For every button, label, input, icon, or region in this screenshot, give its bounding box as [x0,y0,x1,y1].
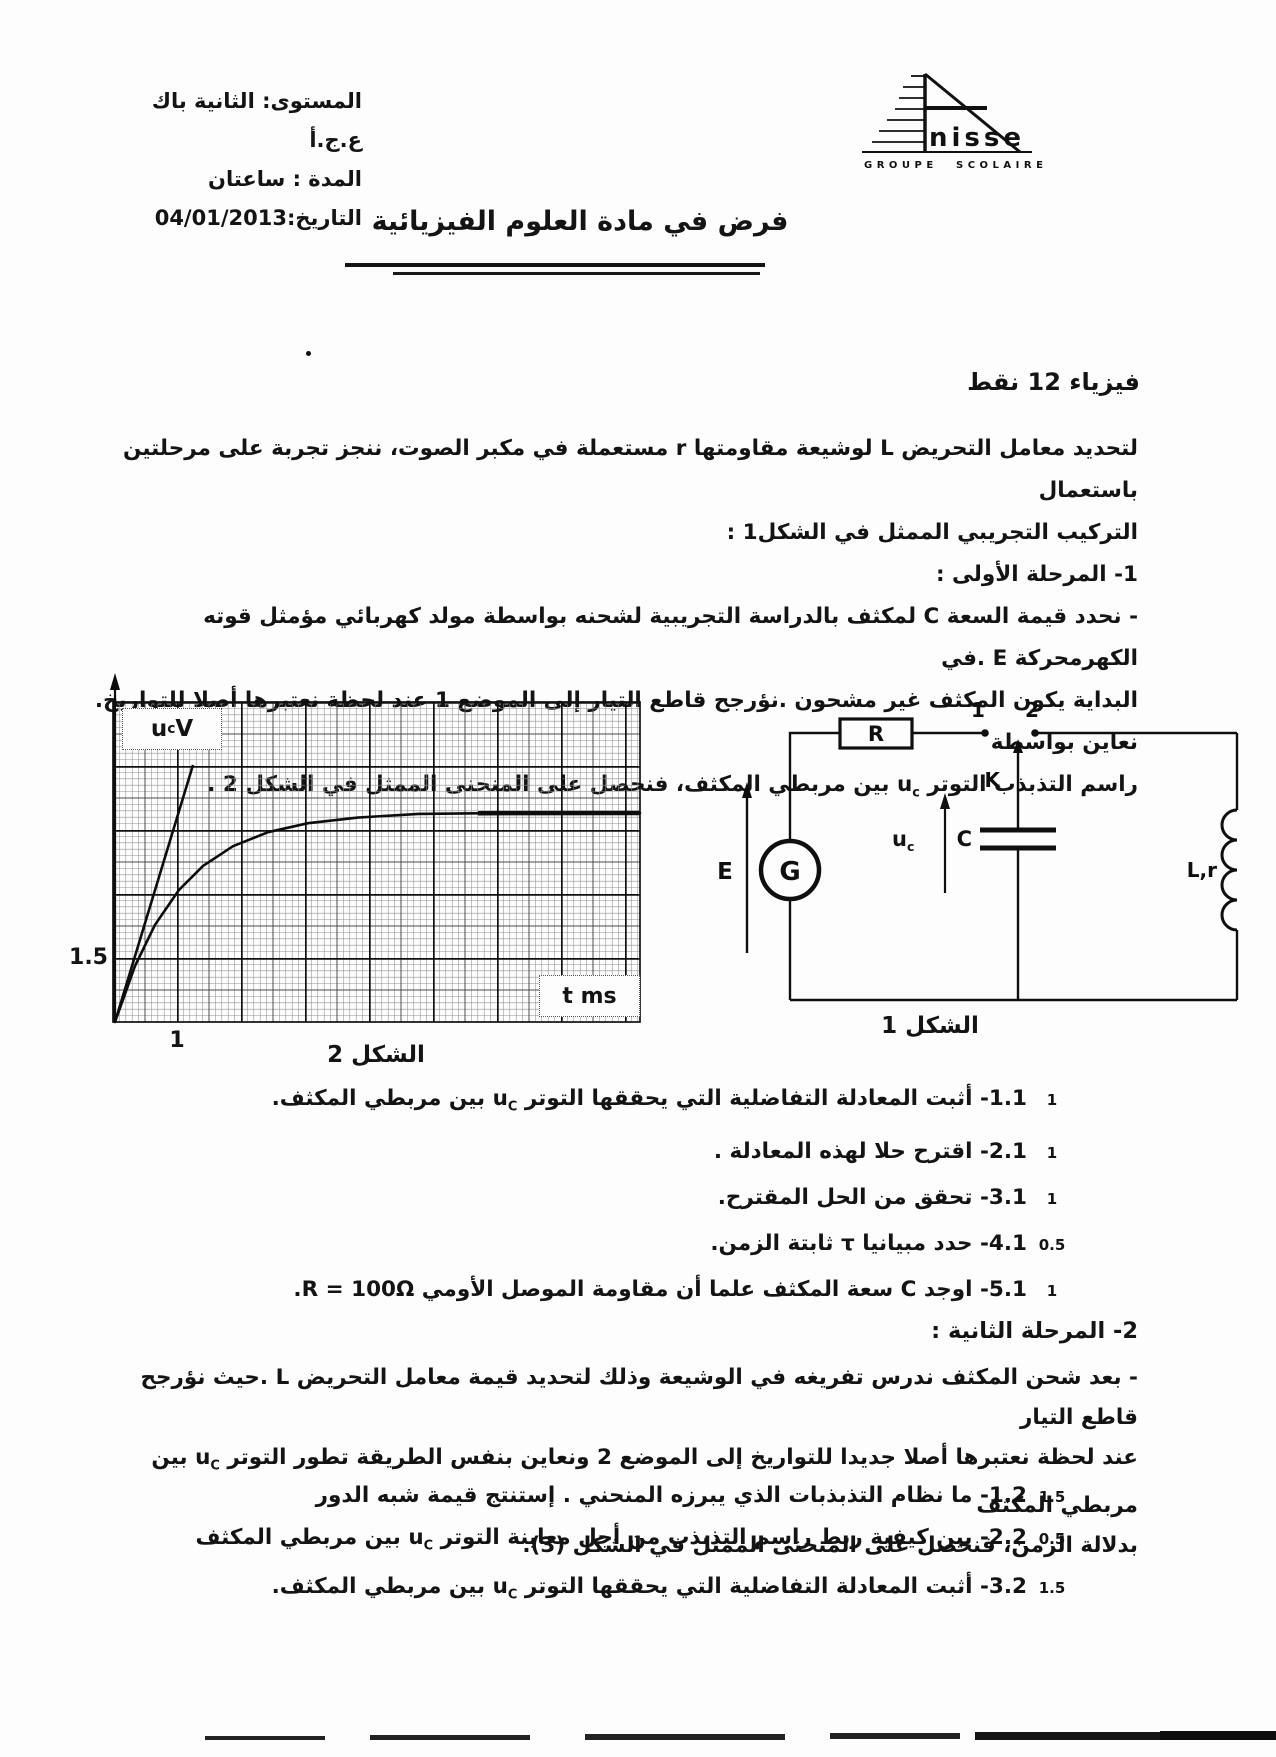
question-text: 1.1- أثبت المعادلة التفاضلية التي يحققها… [271,1086,1027,1115]
question-text: 3.2- أثبت المعادلة التفاضلية التي يحققها… [271,1574,1027,1603]
y-tick-label: 1.5 [69,945,108,970]
circuit-canvas: R 1 2 K C G E L,r [717,698,1239,1002]
scan-artifact-dash [205,1736,325,1740]
question-row: 0.5 2.2- بين كيفية ربط راسم التذبذب من أ… [85,1524,1077,1560]
generator-label: G [779,857,800,887]
phase2-line: - بعد شحن المكثف ندرس تفريغه في الوشيعة … [140,1365,1138,1430]
date-line: التاريخ:04/01/2013 [154,206,362,230]
question-points: 0.5 [1038,1236,1066,1255]
logo-scolaire-text: SCOLAIRE [956,160,1045,171]
question-points: 0.5 [1038,1530,1066,1548]
questions-phase-2: 1.5 1.2- ما نظام التذبذبات الذي يبرزه ال… [85,1482,1077,1623]
question-text: 1.2- ما نظام التذبذبات الذي يبرزه المنحن… [315,1483,1027,1508]
phase1-line: - نحدد قيمة السعة C لمكثف بالدراسة التجر… [203,604,1138,671]
question-text: 2.2- بين كيفية ربط راسم التذبذب من أجل م… [195,1525,1027,1554]
emf-arrow-icon [742,782,752,798]
question-row: 1.5 3.2- أثبت المعادلة التفاضلية التي يح… [85,1573,1077,1609]
y-axis-arrow-icon [110,673,120,690]
stray-dot [306,351,311,356]
phase2-heading: 2- المرحلة الثانية : [931,1318,1138,1344]
x-axis-label: t ms [539,975,640,1017]
logo-ticks [872,75,925,143]
logo-name-text: nisse [929,123,1025,153]
scan-artifact-dash [585,1734,785,1740]
logo-diagonal [924,72,1021,154]
questions-phase-1: 1 1.1- أثبت المعادلة التفاضلية التي يحقق… [85,1085,1077,1322]
title-underline-1 [345,263,765,267]
scan-artifact-dash [830,1733,960,1739]
tangent-line [113,764,195,1023]
question-text: 5.1- اوجد C سعة المكثف علما أن مقاومة ال… [293,1277,1027,1303]
scan-artifact-dash [975,1732,1160,1740]
switch-label: K [985,768,1002,792]
question-row: 0.5 4.1- حدد مبيانيا τ ثابتة الزمن. [85,1230,1077,1259]
phase1-heading: 1- المرحلة الأولى : [935,562,1138,587]
switch-contact-2 [1031,729,1039,737]
phase2-paragraph: - بعد شحن المكثف ندرس تفريغه في الوشيعة … [85,1358,1138,1566]
level-line: المستوى: الثانية باك ع.ج.أ [151,89,362,152]
intro-line: لتحديد معامل التحريض L لوشيعة مقاومتها r… [123,436,1138,503]
question-points: 1 [1046,1091,1058,1109]
capacitor-label: C [957,827,972,851]
question-row: 1 1.1- أثبت المعادلة التفاضلية التي يحقق… [85,1085,1077,1121]
question-text: 3.1- تحقق من الحل المقترح. [717,1185,1027,1211]
emf-label: E [717,859,733,885]
resistor-label: R [868,722,884,746]
circuit-wires [788,731,1239,1002]
switch-arrow-icon [1013,739,1023,753]
question-points: 1 [1046,1190,1058,1209]
exam-info-block: المستوى: الثانية باك ع.ج.أ المدة : ساعتا… [100,82,362,238]
switch-contact-1 [981,729,989,737]
position-2-label: 2 [1025,698,1039,722]
physics-section-heading: فيزياء 12 نقط [967,368,1140,396]
intro-line: التركيب التجريبي الممثل في الشكل1 : [726,520,1138,545]
inductor-coil [1220,808,1238,932]
scan-artifact-dash [370,1735,530,1740]
x-tick-label: 1 [169,1028,185,1053]
phase2-line: عند لحظة نعتبرها أصلا جديدا للتواريخ إلى… [151,1445,1138,1519]
question-row: 1 5.1- اوجد C سعة المكثف علما أن مقاومة … [85,1276,1077,1305]
generator-circle [758,838,822,902]
question-points: 1 [1046,1282,1058,1301]
page-title: فرض في مادة العلوم الفيزيائية [371,206,789,237]
resistor-box [838,717,914,750]
uc-arrow-icon [940,793,950,809]
phase2-line: بدلالة الزمن، فنحصل على المنحنى الممثل ف… [522,1533,1138,1559]
question-points: 1 [1046,1144,1058,1163]
question-text: 2.1- اقترح حلا لهذه المعادلة . [713,1139,1027,1165]
school-logo: nisse GROUPE SCOLAIRE [850,66,1045,184]
question-row: 1 2.1- اقترح حلا لهذه المعادلة . [85,1138,1077,1167]
scan-artifact-dash [1160,1731,1276,1740]
logo-groupe-text: GROUPE [864,160,938,171]
position-1-label: 1 [971,698,985,722]
question-text: 4.1- حدد مبيانيا τ ثابتة الزمن. [710,1231,1027,1257]
figure-1-caption: الشكل 1 [881,1013,979,1039]
school-logo-icon: nisse GROUPE SCOLAIRE [862,72,1045,171]
uc-voltage-label: uc [892,827,915,855]
charge-curve [113,811,642,1024]
inductor-label: L,r [1187,858,1217,882]
question-row: 1 3.1- تحقق من الحل المقترح. [85,1184,1077,1213]
chart-canvas [110,673,642,1024]
question-points: 1.5 [1038,1488,1066,1506]
duration-line: المدة : ساعتان [208,167,362,191]
figure-1-circuit: R 1 2 K C G E L,r uc الشكل 1 [620,695,1276,1060]
question-row: 1.5 1.2- ما نظام التذبذبات الذي يبرزه ال… [85,1482,1077,1511]
title-underline-2 [393,272,760,275]
millimeter-grid [112,701,641,1023]
question-points: 1.5 [1038,1579,1066,1598]
figure-2-caption: الشكل 2 [327,1042,425,1068]
